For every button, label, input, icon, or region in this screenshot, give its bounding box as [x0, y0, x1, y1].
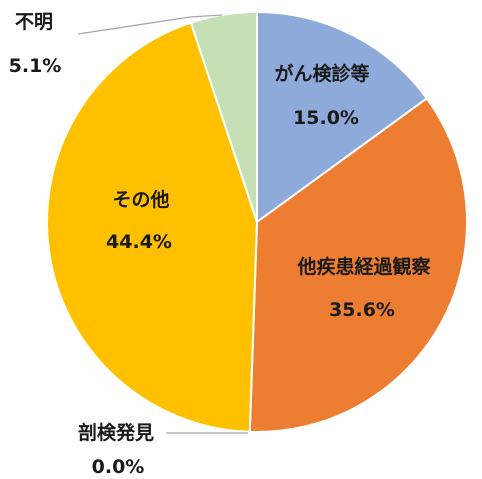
slice-unknown	[189, 10, 258, 223]
slice-value-other-disease: 35.6%	[329, 299, 395, 321]
slice-screening	[256, 10, 429, 224]
slice-value-screening: 15.0%	[293, 107, 359, 129]
slice-label-unknown: 不明	[15, 11, 53, 33]
slice-value-other: 44.4%	[106, 231, 172, 253]
pie-slices	[46, 10, 468, 433]
slice-label-screening: がん検診等	[274, 62, 369, 85]
slice-value-autopsy: 0.0%	[92, 456, 145, 478]
slice-value-unknown: 5.1%	[9, 55, 62, 77]
slice-other	[46, 21, 259, 433]
slice-other-disease	[248, 97, 468, 433]
slice-label-autopsy: 剖検発見	[78, 421, 154, 444]
leader-line-unknown	[77, 14, 223, 35]
slice-label-other-disease: 他疾患経過観察	[296, 255, 431, 278]
slice-label-other: その他	[112, 188, 169, 211]
